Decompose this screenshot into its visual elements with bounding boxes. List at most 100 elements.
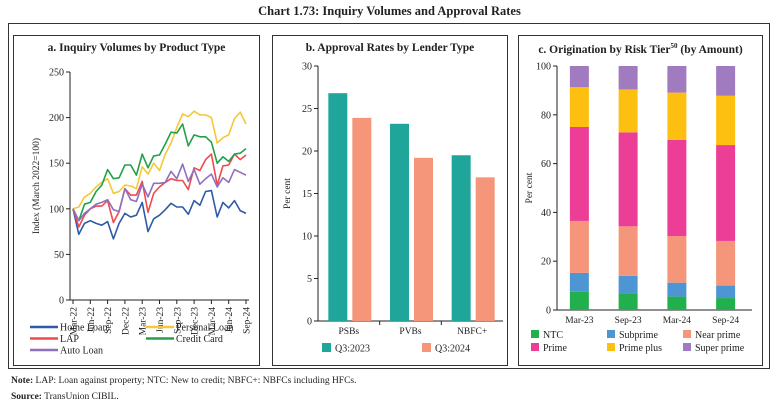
bar-segment-mar-23-near-prime (569, 220, 589, 273)
bar-segment-mar-24-subprime (667, 282, 687, 297)
y-tick-label: 20 (541, 257, 551, 268)
y-tick-label: 0 (59, 296, 64, 307)
bar-segment-sep-23-subprime (618, 275, 638, 294)
source-label: Source: (11, 392, 42, 402)
x-tick-label-psbs: PSBs (339, 327, 360, 337)
legend-swatch-ntc (531, 330, 539, 338)
bar-pvbs-q3-2023 (390, 123, 409, 321)
legend-label-prime-plus: Prime plus (619, 343, 662, 354)
x-tick-label: Sep-24 (243, 307, 253, 334)
panel-approval-rates: b. Approval Rates by Lender Type 0 5 10 15 2… (272, 35, 508, 366)
panel-inquiry-volumes: a. Inquiry Volumes by Product Type 0 50 10… (13, 35, 260, 366)
bar-segment-mar-23-prime-plus (569, 87, 589, 127)
bar-psbs-q3-2024 (352, 117, 372, 321)
chart-title: Chart 1.73: Inquiry Volumes and Approval… (258, 4, 521, 18)
panel-c-title-text: c. Origination by Risk Tier (538, 43, 671, 56)
y-tick-label: 30 (302, 62, 312, 73)
bar-nbfc-q3-2023 (451, 155, 471, 321)
y-tick-label: 80 (541, 110, 551, 121)
y-axis-title: Per cent (525, 172, 535, 203)
y-axis-title: Index (March 2022=100) (31, 138, 42, 234)
bar-segment-sep-23-ntc (618, 293, 638, 310)
bar-chart-approval-rates: 0 5 10 15 20 25 30 Per cent PSBs PVBs NBFC+ Q3:2023… (283, 62, 503, 355)
legend-swatch-q3-2023 (322, 343, 331, 352)
x-tick-label-sep-24: Sep-24 (712, 316, 739, 326)
y-tick-label: 15 (302, 189, 312, 200)
bar-segment-mar-23-subprime (569, 272, 589, 292)
bar-segment-sep-23-near-prime (618, 226, 638, 276)
series-line-auto-loan (72, 163, 247, 222)
bar-segment-sep-24-ntc (716, 298, 736, 310)
note-text: LAP: Loan against property; NTC: New to … (33, 376, 357, 386)
y-tick-label: 0 (546, 306, 551, 317)
note-label: Note: (11, 376, 34, 386)
x-tick-label-mar-24: Mar-24 (663, 316, 692, 326)
source-line: Source: TransUnion CIBIL. (11, 392, 119, 402)
y-tick-label: 60 (541, 159, 551, 170)
x-tick-label-pvbs: PVBs (399, 327, 421, 337)
bar-segment-mar-23-super-prime (569, 66, 589, 88)
bar-segment-sep-23-super-prime (618, 66, 638, 90)
y-tick-label: 150 (49, 159, 64, 170)
x-tick-label: Jun-23 (156, 307, 166, 333)
legend-swatch-super-prime (683, 343, 691, 351)
legend-label-home-loan: Home Loan (60, 323, 108, 334)
x-tick-label: Sep-23 (173, 307, 183, 334)
legend-swatch-q3-2024 (422, 343, 431, 352)
legend-label-super-prime: Super prime (695, 343, 745, 354)
bar-nbfc-q3-2024 (475, 177, 495, 321)
y-tick-label: 40 (541, 208, 551, 219)
source-text: TransUnion CIBIL. (41, 392, 119, 402)
bar-segment-sep-23-prime-plus (618, 89, 638, 133)
legend-swatch-prime (531, 343, 539, 351)
panel-c-title-suffix: (by Amount) (677, 43, 743, 56)
series-line-credit-card (72, 123, 247, 222)
y-tick-label: 10 (302, 232, 312, 243)
x-tick-label: Jun-22 (87, 307, 97, 333)
series-line-home-loan (72, 189, 247, 240)
y-tick-label: 5 (307, 274, 312, 285)
bar-segment-mar-23-prime (569, 127, 589, 221)
bar-psbs-q3-2023 (328, 93, 348, 321)
x-tick-label-sep-23: Sep-23 (615, 316, 642, 326)
y-tick-label: 100 (536, 62, 551, 73)
panel-origination-risk-tier: c. Origination by Risk Tier50 (by Amount… (518, 35, 763, 366)
legend-swatch-near-prime (683, 330, 691, 338)
x-tick-label: Dec-22 (121, 307, 131, 335)
bar-segment-sep-24-super-prime (716, 66, 736, 96)
legend-swatch-prime-plus (607, 343, 615, 351)
x-tick-label: Dec-23 (191, 307, 201, 335)
bar-segment-mar-24-ntc (667, 296, 687, 310)
legend-label-q3-2023: Q3:2023 (335, 344, 370, 355)
panel-b-title: b. Approval Rates by Lender Type (305, 42, 475, 54)
legend-label-auto-loan: Auto Loan (60, 346, 103, 357)
note-line: Note: LAP: Loan against property; NTC: N… (11, 376, 357, 386)
footnote-superscript: 50 (670, 42, 678, 50)
bar-segment-sep-24-prime-plus (716, 95, 736, 146)
bar-segment-mar-23-ntc (569, 291, 589, 310)
bar-segment-mar-24-near-prime (667, 236, 687, 283)
stacked-bar-chart-risk-tier: 0 20 40 60 80 100 Per cent Mar-23 Sep-23 Mar-24 Se… (525, 62, 752, 354)
bar-segment-sep-24-subprime (716, 285, 736, 299)
bar-segment-mar-24-super-prime (667, 66, 687, 93)
legend-label-ntc: NTC (543, 330, 563, 341)
bar-segment-mar-24-prime-plus (667, 92, 687, 140)
legend-label-credit-card: Credit Card (176, 334, 223, 345)
chart-frame (8, 23, 770, 369)
legend-swatch-subprime (607, 330, 615, 338)
x-tick-label: Mar-22 (70, 307, 80, 336)
line-chart-inquiry-volumes: 0 50 100 150 200 250 Index (March 2022=100) Mar… (30, 68, 253, 357)
y-tick-label: 20 (302, 147, 312, 158)
bar-segment-sep-24-prime (716, 145, 736, 241)
y-tick-label: 25 (302, 104, 312, 115)
y-tick-label: 250 (49, 68, 64, 79)
bar-segment-sep-23-prime (618, 132, 638, 227)
legend-label-q3-2024: Q3:2024 (435, 344, 470, 355)
y-axis-title: Per cent (283, 178, 293, 209)
legend-label-subprime: Subprime (619, 330, 658, 341)
y-tick-label: 50 (54, 250, 64, 261)
legend-label-prime: Prime (543, 343, 567, 354)
x-tick-label-nbfc: NBFC+ (457, 327, 487, 337)
y-tick-label: 200 (49, 113, 64, 124)
panel-a-title: a. Inquiry Volumes by Product Type (47, 42, 226, 54)
